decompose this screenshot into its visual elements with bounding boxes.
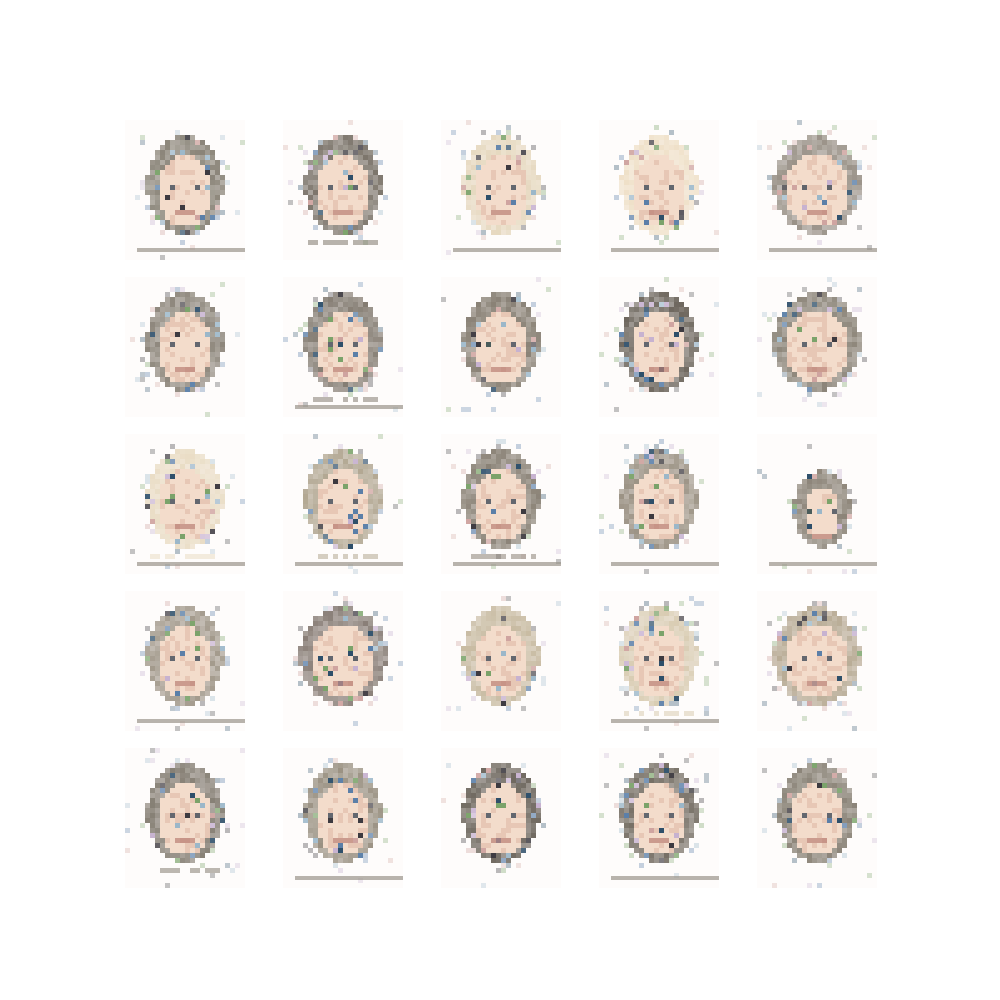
face-image — [446, 120, 561, 255]
face-sample — [283, 277, 403, 417]
face-image — [441, 763, 546, 888]
face-image — [295, 758, 403, 883]
face-sample — [757, 120, 877, 260]
face-sample — [283, 591, 403, 731]
face-sample — [757, 434, 877, 574]
face-image — [599, 439, 719, 574]
face-sample — [125, 120, 245, 260]
face-image — [604, 596, 719, 731]
sample-grid — [125, 120, 905, 900]
face-image — [757, 277, 867, 407]
face-sample — [757, 277, 877, 417]
face-sample — [441, 434, 561, 574]
face-image — [446, 596, 561, 711]
face-image — [135, 130, 245, 260]
face-image — [295, 434, 403, 574]
face-image — [441, 277, 551, 412]
face-sample — [441, 591, 561, 731]
face-image — [130, 282, 240, 417]
face-sample — [283, 434, 403, 574]
face-image — [757, 444, 877, 574]
face-sample — [283, 748, 403, 888]
face-sample — [599, 748, 719, 888]
face-image — [762, 601, 867, 731]
face-sample — [441, 120, 561, 260]
face-image — [125, 748, 245, 888]
face-sample — [125, 434, 245, 574]
face-image — [599, 753, 719, 880]
face-sample — [125, 277, 245, 417]
face-sample — [599, 434, 719, 574]
face-sample — [757, 748, 877, 888]
face-sample — [599, 591, 719, 731]
face-image — [283, 120, 388, 245]
face-image — [135, 601, 245, 731]
face-image — [762, 758, 877, 888]
face-sample — [283, 120, 403, 260]
face-image — [757, 120, 877, 252]
face-image — [130, 444, 245, 569]
face-sample — [757, 591, 877, 731]
face-image — [283, 282, 403, 412]
face-image — [293, 591, 403, 726]
face-sample — [125, 748, 245, 888]
face-sample — [599, 120, 719, 260]
face-image — [611, 125, 719, 252]
face-image — [599, 277, 719, 412]
face-sample — [441, 748, 561, 888]
face-image — [446, 439, 561, 569]
face-sample — [599, 277, 719, 417]
face-sample — [125, 591, 245, 731]
face-sample — [441, 277, 561, 417]
